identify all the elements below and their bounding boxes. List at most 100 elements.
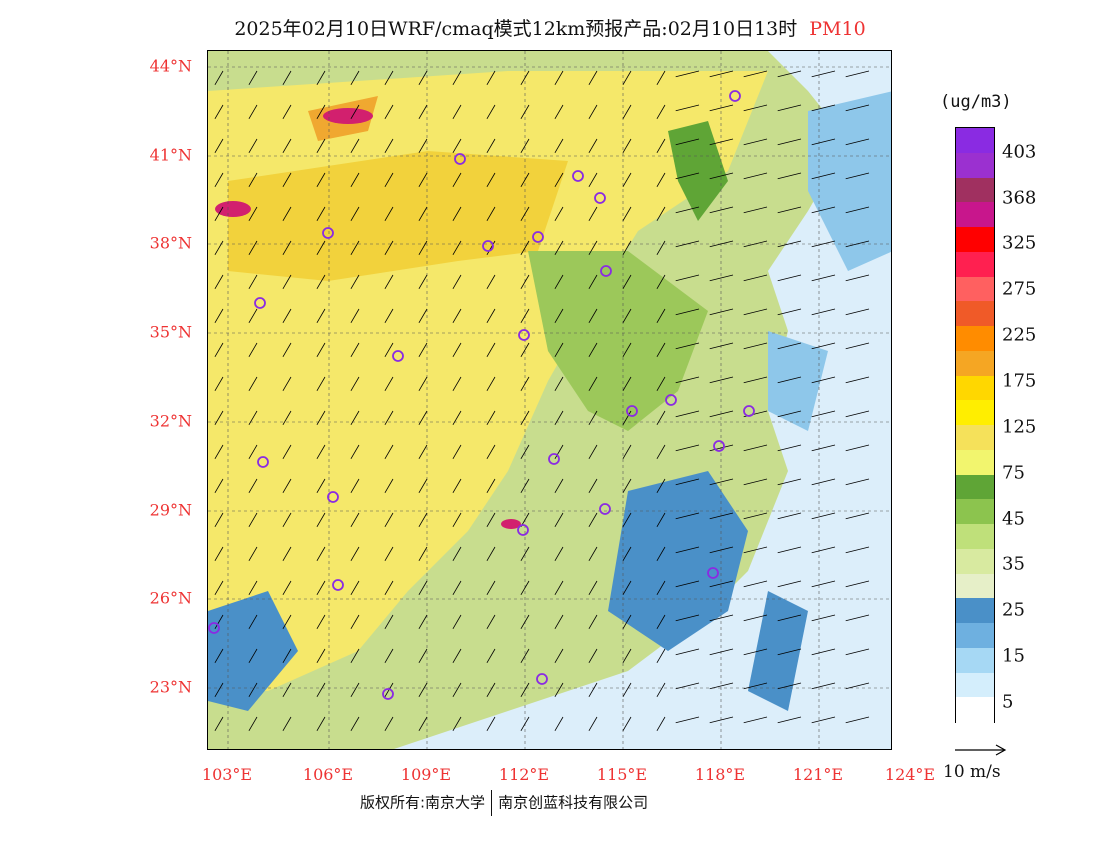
wind-vector <box>520 614 530 630</box>
wind-vector <box>418 308 428 324</box>
wind-vector <box>418 682 428 698</box>
wind-vector <box>282 274 292 290</box>
wind-vector <box>554 274 564 290</box>
wind-vector <box>675 206 700 214</box>
legend-label: 325 <box>1002 232 1037 254</box>
wind-vector <box>656 682 666 698</box>
wind-vector <box>588 342 598 358</box>
wind-vector <box>777 274 802 282</box>
wind-vector <box>520 648 530 664</box>
wind-vector <box>418 478 428 494</box>
wind-vector <box>248 274 258 290</box>
wind-vector <box>486 240 496 256</box>
wind-vector <box>709 648 734 656</box>
wind-vector <box>520 308 530 324</box>
wind-vector <box>709 614 734 622</box>
wind-vector <box>554 240 564 256</box>
wind-vector <box>845 240 870 248</box>
wind-vector <box>656 478 666 494</box>
wind-vector <box>282 546 292 562</box>
wind-vector <box>845 444 870 452</box>
wind-vector <box>709 104 734 112</box>
legend-swatch <box>956 524 994 550</box>
wind-vector <box>656 172 666 188</box>
wind-vector <box>350 648 360 664</box>
footer-right: 南京创蓝科技有限公司 <box>498 793 649 812</box>
lon-tick-label: 106°E <box>302 765 354 784</box>
wind-vector <box>316 410 326 426</box>
wind-vector <box>811 376 836 384</box>
wind-vector <box>777 648 802 656</box>
wind-vector <box>486 410 496 426</box>
legend-label: 275 <box>1002 278 1037 300</box>
wind-vector <box>656 274 666 290</box>
wind-vector <box>845 614 870 622</box>
wind-vector <box>384 240 394 256</box>
wind-vector <box>214 274 224 290</box>
wind-vector <box>554 342 564 358</box>
legend-swatch <box>956 251 994 277</box>
legend-swatch <box>956 350 994 376</box>
wind-vector <box>520 580 530 596</box>
wind-vector <box>418 206 428 222</box>
station-marker <box>729 90 741 102</box>
wind-vector <box>845 70 870 78</box>
legend-swatch <box>956 474 994 500</box>
wind-vector <box>418 70 428 86</box>
wind-vector <box>452 580 462 596</box>
wind-vector <box>452 546 462 562</box>
wind-vector <box>316 240 326 256</box>
wind-vector <box>384 274 394 290</box>
wind-vector <box>743 444 768 452</box>
wind-vector <box>656 648 666 664</box>
wind-vector <box>316 580 326 596</box>
wind-vector <box>316 342 326 358</box>
wind-vector <box>486 274 496 290</box>
legend-swatch <box>956 375 994 401</box>
pm10-clean-zone <box>208 591 298 711</box>
wind-vector <box>743 614 768 622</box>
wind-vector <box>350 410 360 426</box>
lat-tick-label: 26°N <box>149 588 192 608</box>
wind-vector <box>743 240 768 248</box>
wind-vector <box>452 138 462 154</box>
wind-vector <box>214 206 224 222</box>
wind-vector <box>709 580 734 588</box>
wind-vector <box>316 274 326 290</box>
wind-vector <box>656 376 666 392</box>
wind-vector <box>350 546 360 562</box>
wind-vector <box>675 648 700 656</box>
wind-vector <box>486 478 496 494</box>
lat-tick-label: 41°N <box>149 145 192 165</box>
wind-vector <box>622 478 632 494</box>
wind-vector <box>418 138 428 154</box>
wind-vector <box>811 342 836 350</box>
wind-vector <box>384 376 394 392</box>
wind-vector <box>214 444 224 460</box>
legend-swatch <box>956 697 994 723</box>
wind-vector <box>675 70 700 78</box>
wind-vector <box>214 342 224 358</box>
wind-vector <box>675 444 700 452</box>
wind-vector <box>214 376 224 392</box>
wind-vector <box>811 512 836 520</box>
wind-vector <box>316 172 326 188</box>
pm10-forecast-map <box>207 50 892 750</box>
wind-vector <box>554 104 564 120</box>
wind-vector <box>248 70 258 86</box>
wind-vector <box>709 138 734 146</box>
wind-vector <box>622 138 632 154</box>
station-marker <box>536 673 548 685</box>
wind-vector <box>520 410 530 426</box>
station-marker <box>332 579 344 591</box>
wind-vector <box>709 682 734 690</box>
wind-vector <box>656 512 666 528</box>
wind-vector <box>743 580 768 588</box>
wind-vector <box>554 410 564 426</box>
wind-vector <box>675 478 700 486</box>
wind-vector <box>675 580 700 588</box>
wind-vector <box>588 512 598 528</box>
wind-vector <box>622 240 632 256</box>
lon-tick-label: 115°E <box>596 765 648 784</box>
wind-vector <box>554 138 564 154</box>
